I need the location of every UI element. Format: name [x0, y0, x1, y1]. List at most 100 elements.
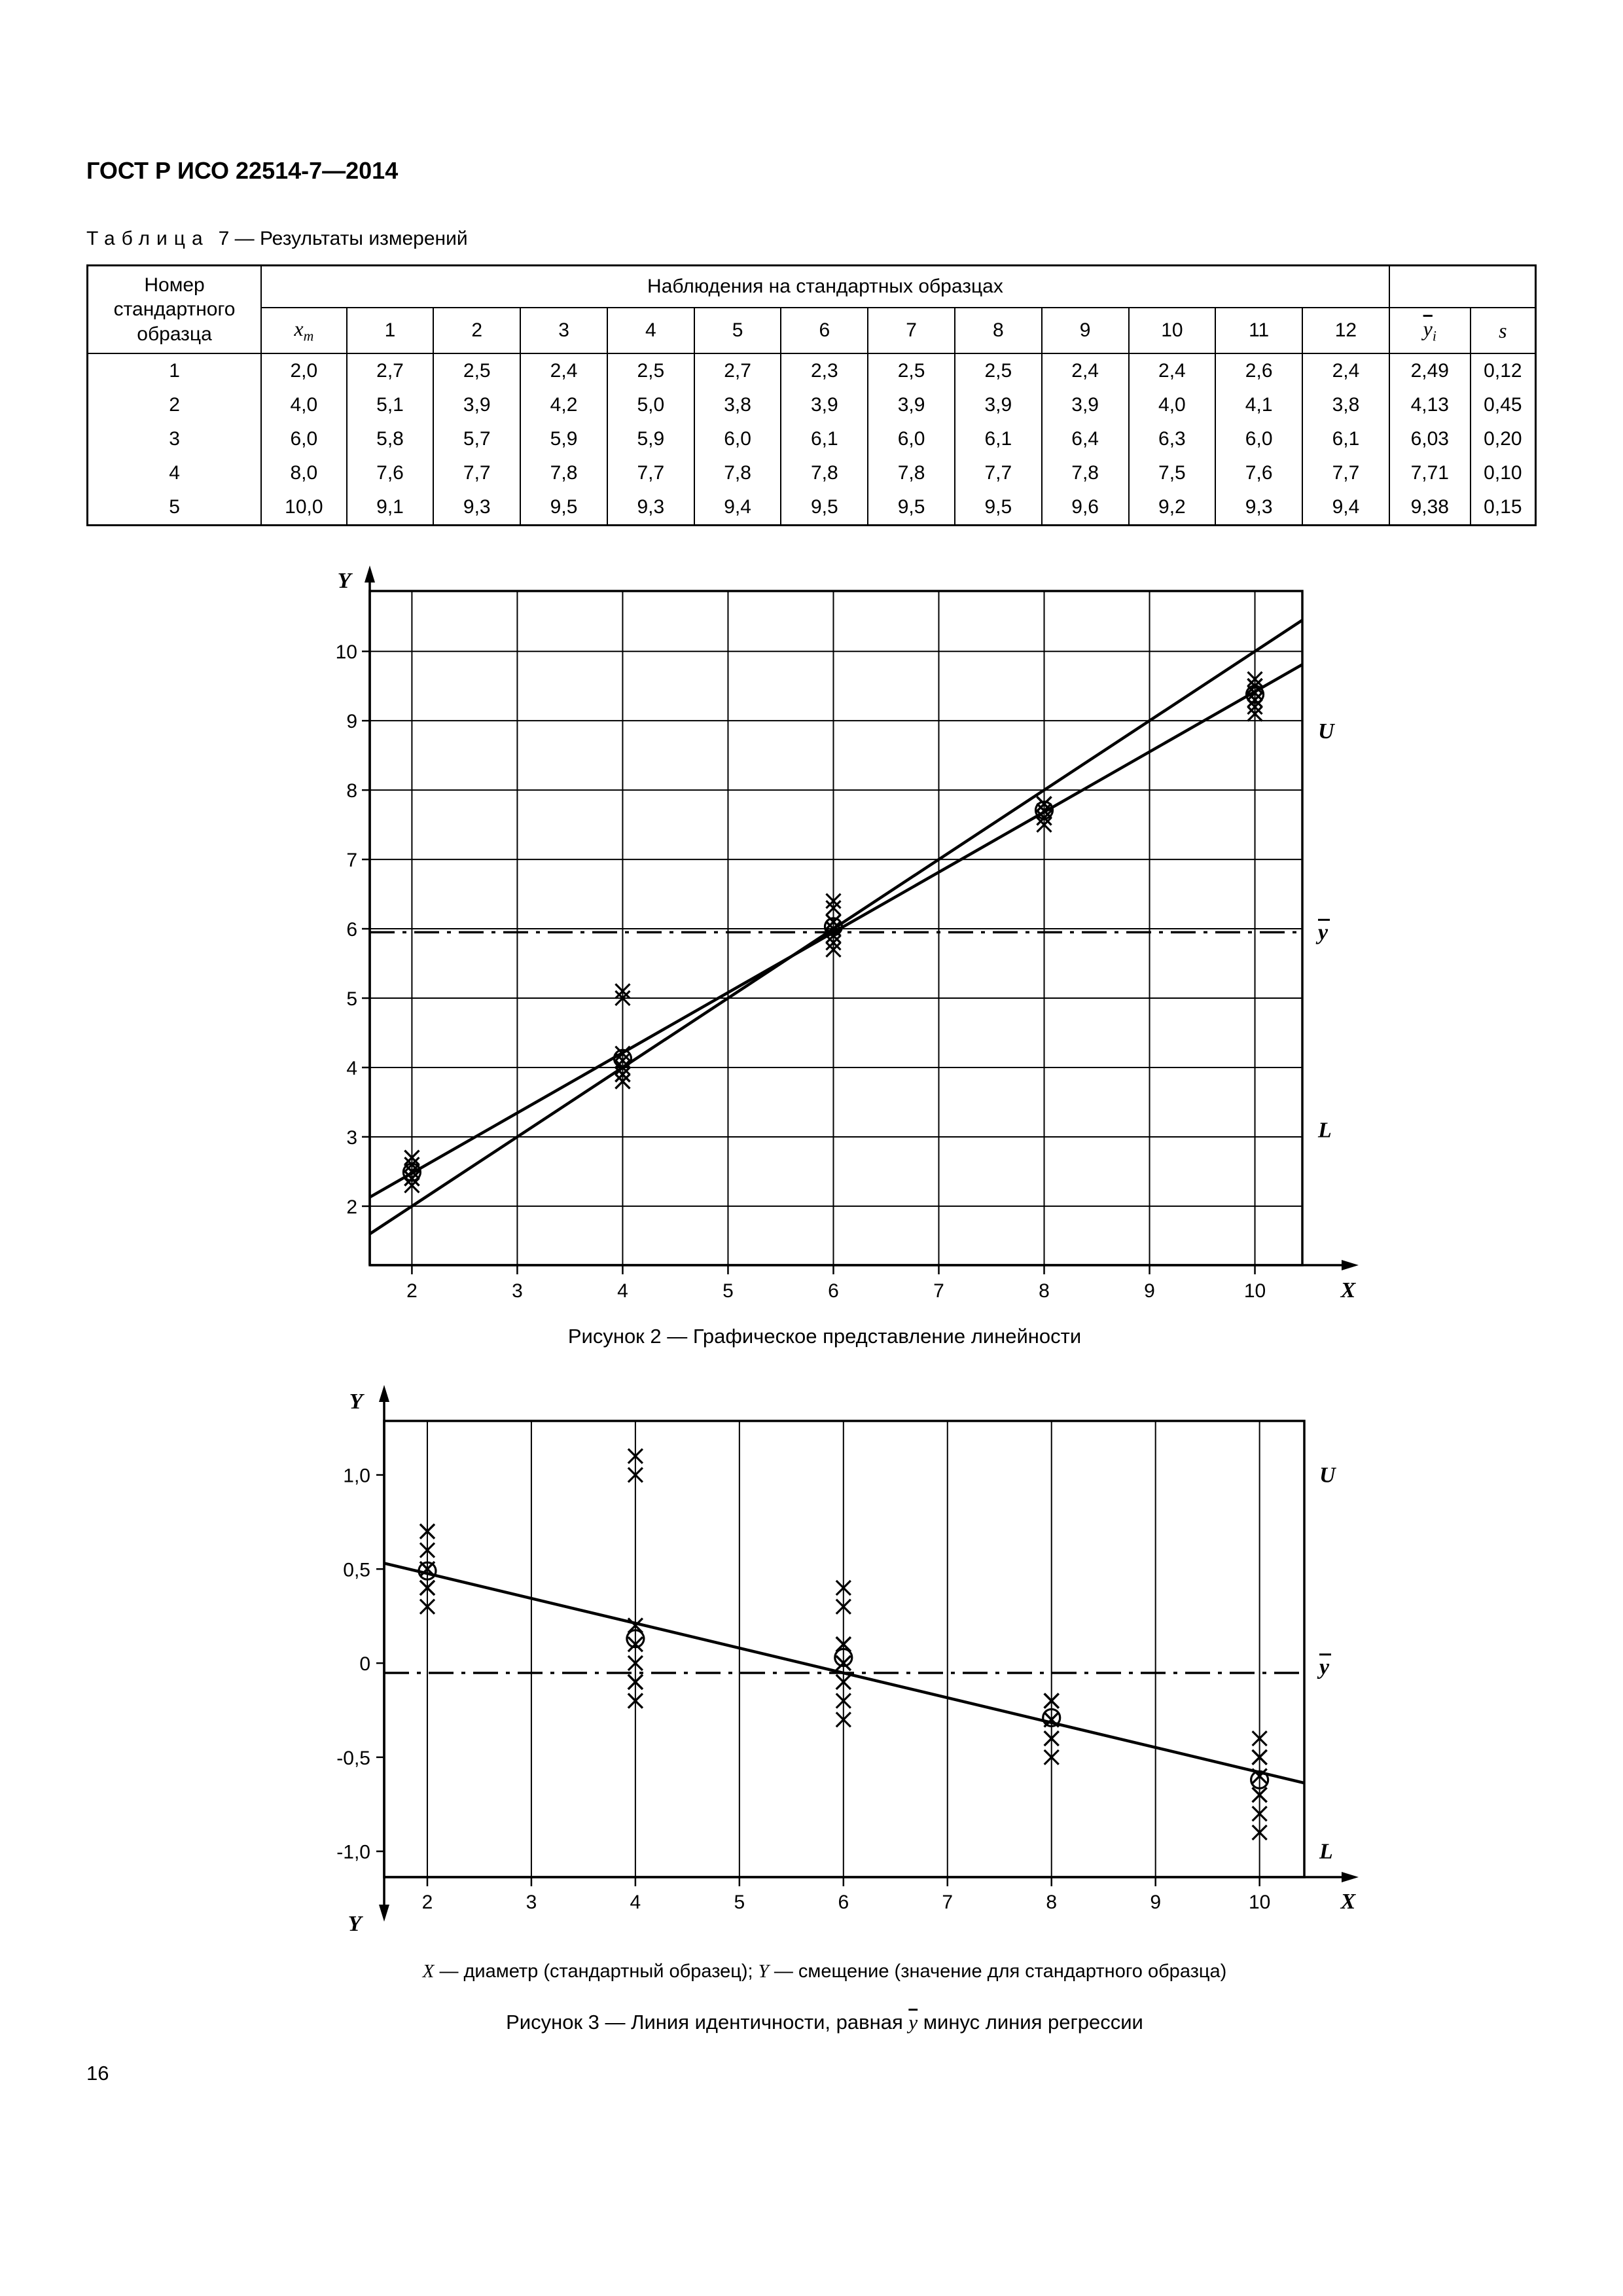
figure2-caption: Рисунок 2 — Графическое представление ли… — [567, 1325, 1082, 1348]
table-cell: 0,20 — [1469, 422, 1537, 456]
table-cell: 7,7 — [1302, 456, 1390, 490]
table-cell: 5 — [86, 490, 262, 526]
y-tick-label: 9 — [346, 711, 357, 732]
x-axis-arrow — [1342, 1260, 1359, 1270]
observation-x-marker — [835, 1579, 851, 1596]
table-cell: 2,5 — [433, 353, 522, 388]
y-axis-arrow-up — [365, 565, 375, 583]
ybar-symbol: y — [1423, 317, 1433, 341]
table-cell: 2,5 — [954, 353, 1043, 388]
table-cell: 6,1 — [954, 422, 1043, 456]
observation-x-marker — [835, 1712, 851, 1728]
mean-circle-marker — [1245, 685, 1265, 704]
table-cell: 3,9 — [867, 388, 955, 422]
y-tick-label: 5 — [346, 988, 357, 1010]
y-tick-label: 3 — [346, 1127, 357, 1149]
legend-y-text: — смещение (значение для стандартного об… — [768, 1961, 1227, 1982]
observation-x-marker — [404, 1163, 420, 1180]
observation-x-marker — [615, 983, 631, 999]
y-axis-arrow-up — [379, 1385, 389, 1402]
table-row: 4 8,0 7,6 7,7 7,8 7,7 7,8 7,8 7,8 7,7 7,8 7,5 7,6 7,7… — [86, 456, 1537, 490]
table-cell: 5,1 — [346, 388, 435, 422]
col-header-obs-3: 3 — [520, 307, 608, 354]
mean-circle-marker — [1034, 800, 1054, 820]
table-cell: 2,5 — [606, 353, 695, 388]
observation-x-marker — [404, 1177, 420, 1194]
observation-x-marker — [825, 893, 842, 909]
observation-x-marker — [627, 1693, 644, 1709]
table-cell: 2,4 — [1041, 353, 1130, 388]
observation-x-marker — [419, 1598, 436, 1615]
mean-circle-marker — [418, 1561, 437, 1581]
table-cell: 6,3 — [1128, 422, 1217, 456]
table-cell: 3,9 — [1041, 388, 1130, 422]
table-cell: 7,8 — [693, 456, 782, 490]
x-axis-label: X — [1340, 1890, 1357, 1914]
table-cell: 2,6 — [1215, 353, 1304, 388]
mean-circle-marker — [626, 1629, 645, 1649]
table-cell: 2,5 — [867, 353, 955, 388]
legend-x-symbol: X — [422, 1961, 435, 1982]
y-tick-label: 0,5 — [343, 1559, 370, 1581]
observation-x-marker — [627, 1448, 644, 1464]
table-cell: 4,13 — [1388, 388, 1471, 422]
y-tick-label: 8 — [346, 780, 357, 802]
table-cell: 6,1 — [1302, 422, 1390, 456]
x-tick-label: 2 — [406, 1280, 418, 1302]
table-cell: 0,45 — [1469, 388, 1537, 422]
x-tick-label: 4 — [630, 1892, 641, 1913]
observation-x-marker — [627, 1655, 644, 1672]
observation-x-marker — [1043, 1749, 1060, 1765]
col-header-obs-10: 10 — [1128, 307, 1217, 354]
table-cell: 7,8 — [867, 456, 955, 490]
observation-x-marker — [627, 1636, 644, 1653]
table-cell: 7,6 — [1215, 456, 1304, 490]
observation-x-marker — [1251, 1824, 1268, 1840]
mean-circle-marker — [1250, 1770, 1270, 1789]
observation-x-marker — [835, 1598, 851, 1615]
table-cell: 4,0 — [260, 388, 348, 422]
table-cell: 2,4 — [520, 353, 608, 388]
col-header-obs-11: 11 — [1215, 307, 1304, 354]
figure3-legend: X — диаметр (стандартный образец); Y — с… — [52, 1961, 1597, 1982]
xm-subscript: m — [303, 328, 314, 344]
x-tick-label: 8 — [1046, 1892, 1057, 1913]
table-cell: 4,1 — [1215, 388, 1304, 422]
observation-x-marker — [615, 1066, 631, 1083]
table-row: 2 4,0 5,1 3,9 4,2 5,0 3,8 3,9 3,9 3,9 3,9 4,0 4,1 3,8… — [86, 388, 1537, 422]
col-header-obs-5: 5 — [693, 307, 782, 354]
doc-header-title: ГОСТ Р ИСО 22514-7—2014 — [86, 157, 399, 184]
table-cell: 9,4 — [693, 490, 782, 526]
observation-x-marker — [419, 1579, 436, 1596]
table-cell: 2,3 — [780, 353, 869, 388]
table-cell: 5,9 — [520, 422, 608, 456]
y-tick-label: -0,5 — [336, 1748, 370, 1769]
table-cell: 7,8 — [520, 456, 608, 490]
table-cell: 3,9 — [954, 388, 1043, 422]
page-number: 16 — [86, 2062, 109, 2085]
table-cell: 0,12 — [1469, 353, 1537, 388]
x-tick-label: 5 — [722, 1280, 734, 1302]
observation-x-marker — [825, 900, 842, 916]
table-cell: 7,7 — [954, 456, 1043, 490]
y-tick-label: 7 — [346, 850, 357, 871]
table-cell: 0,10 — [1469, 456, 1537, 490]
table-cell: 6,03 — [1388, 422, 1471, 456]
table-cell: 10,0 — [260, 490, 348, 526]
y-tick-label: -1,0 — [336, 1842, 370, 1863]
mean-circle-marker — [823, 917, 844, 937]
table-cell: 4,2 — [520, 388, 608, 422]
table-cell: 9,6 — [1041, 490, 1130, 526]
right-label-ybar: y — [1317, 1655, 1330, 1679]
mean-circle-marker — [1042, 1708, 1061, 1728]
x-axis-arrow — [1342, 1872, 1359, 1882]
table-cell: 6,4 — [1041, 422, 1130, 456]
table-cell: 2,4 — [1128, 353, 1217, 388]
table-cell: 7,7 — [433, 456, 522, 490]
table-cell: 3,9 — [780, 388, 869, 422]
y-tick-label: 4 — [346, 1058, 357, 1079]
table-cell: 9,3 — [1215, 490, 1304, 526]
table-cell: 9,3 — [433, 490, 522, 526]
observation-x-marker — [1036, 802, 1052, 819]
y-axis-label: Y — [338, 569, 353, 593]
